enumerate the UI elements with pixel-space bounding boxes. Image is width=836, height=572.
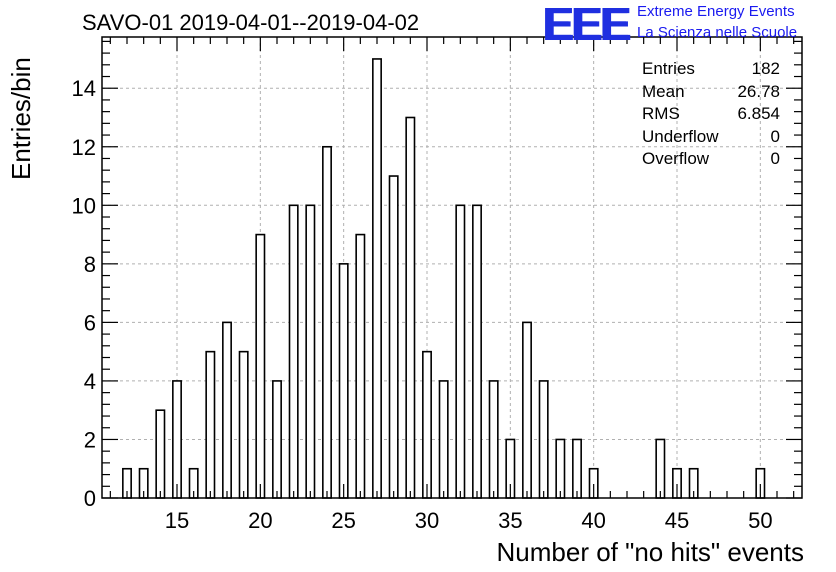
eee-logo: EEE [542, 0, 630, 50]
stat-mean-label: Mean [642, 81, 685, 101]
axis-ticks [102, 37, 802, 499]
y-tick-label: 6 [84, 310, 96, 335]
stat-overflow-value: 0 [770, 149, 780, 168]
histogram-bar [655, 438, 666, 499]
stat-underflow: Underflow 0 [642, 126, 780, 149]
stat-rms-value: 6.854 [737, 104, 780, 123]
y-tick-label: 12 [72, 135, 96, 160]
histogram-bar [255, 233, 266, 499]
x-tick-label: 20 [248, 508, 272, 533]
x-tick-label: 40 [581, 508, 605, 533]
histogram-bar [355, 233, 366, 499]
x-tick-label: 50 [748, 508, 772, 533]
histogram-bar [272, 380, 282, 499]
y-tick-label: 4 [84, 369, 96, 394]
histogram-bar [405, 116, 416, 499]
histogram-bar [288, 204, 299, 499]
histogram-bar [238, 350, 249, 499]
y-tick-label: 2 [84, 427, 96, 452]
histogram-bar [572, 438, 582, 499]
x-tick-label: 25 [331, 508, 355, 533]
stat-entries-label: Entries [642, 59, 695, 78]
histogram-bar [388, 175, 399, 499]
histogram-bar [488, 380, 499, 499]
stat-underflow-label: Underflow [642, 126, 719, 146]
stat-entries-value: 182 [751, 59, 780, 78]
histogram-bar [538, 380, 549, 499]
histogram-bar [322, 145, 332, 499]
y-axis-label: Entries/bin [6, 57, 36, 180]
histogram-bar [338, 263, 349, 499]
histogram-bar [172, 380, 182, 499]
y-tick-label: 8 [84, 252, 96, 277]
stats-box: Entries 182 Mean 26.78 RMS 6.854 Underfl… [642, 58, 780, 171]
x-tick-label: 30 [415, 508, 439, 533]
x-tick-label: 35 [498, 508, 522, 533]
logo-tagline-2: La Scienza nelle Scuole [637, 24, 798, 41]
y-tick-label: 14 [72, 76, 96, 101]
histogram-bar [438, 380, 449, 499]
tick-labels: 15 20 25 30 35 40 45 50 0 2 4 6 8 10 12 14 [72, 76, 773, 533]
histogram-bar [372, 58, 382, 499]
histogram-bar [205, 350, 216, 499]
logo-tagline-1: Extreme Energy Events [637, 3, 795, 20]
stat-overflow: Overflow 0 [642, 148, 780, 171]
plot-frame [101, 36, 803, 499]
y-tick-label: 0 [84, 486, 96, 511]
x-tick-label: 45 [665, 508, 689, 533]
stat-rms-label: RMS [642, 104, 680, 123]
x-axis-label: Number of "no hits" events [496, 537, 805, 567]
histogram-bar [222, 321, 232, 499]
stat-rms: RMS 6.854 [642, 103, 780, 126]
histogram-bar [522, 321, 532, 499]
histogram-bar [155, 409, 166, 499]
stat-overflow-label: Overflow [642, 149, 710, 168]
histogram-bar [305, 204, 316, 499]
x-tick-label: 15 [165, 508, 189, 533]
stat-underflow-value: 0 [770, 126, 780, 146]
stat-entries: Entries 182 [642, 58, 780, 81]
histogram-bar [422, 350, 432, 499]
y-tick-label: 10 [72, 193, 96, 218]
chart-title: SAVO-01 2019-04-01--2019-04-02 [82, 10, 420, 35]
histogram-bar [555, 438, 566, 499]
stat-mean-value: 26.78 [737, 81, 780, 101]
stat-mean: Mean 26.78 [642, 81, 780, 104]
histogram-bar [455, 204, 466, 499]
histogram-bar [472, 204, 482, 499]
